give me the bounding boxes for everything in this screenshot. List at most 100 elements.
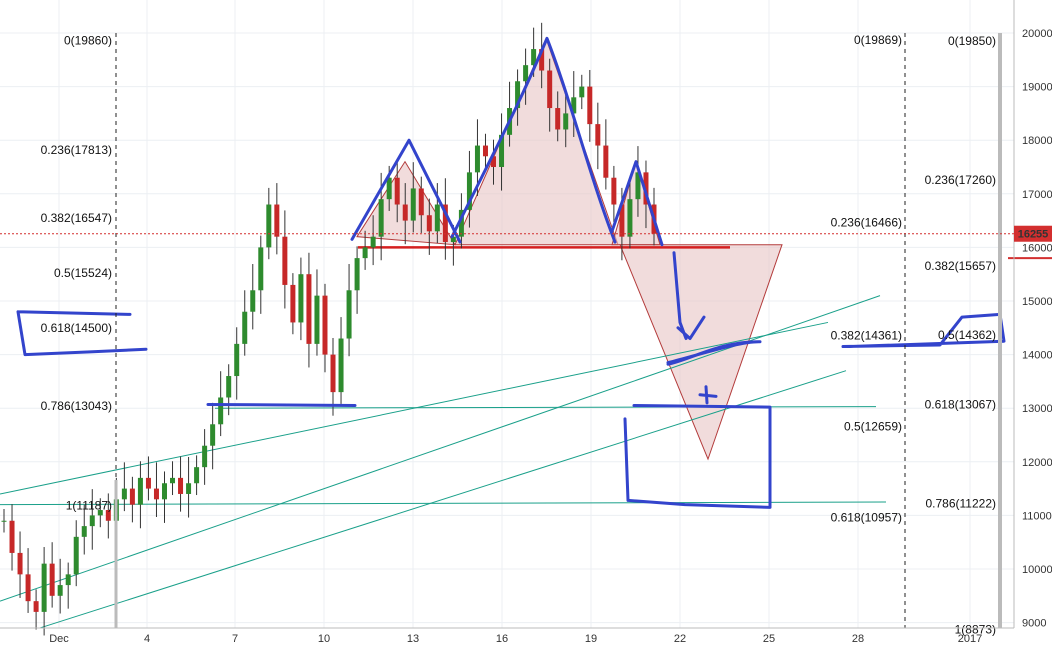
fib-right-a-label: 0.5(12659)	[844, 419, 902, 433]
candle-body	[105, 510, 111, 521]
candle-body	[298, 274, 304, 323]
candle-body	[306, 274, 312, 344]
candle-body	[587, 86, 593, 125]
x-tick-label: 16	[496, 633, 508, 645]
candle-body	[410, 188, 416, 221]
x-tick-label: 7	[232, 633, 238, 645]
y-tick-label: 14000	[1022, 350, 1052, 362]
candle-body	[242, 311, 248, 344]
candle-body	[129, 488, 135, 505]
fib-right-b-label: 0.618(13067)	[925, 398, 996, 412]
fib-left-label: 0.236(17813)	[41, 143, 112, 157]
candle-body	[603, 145, 609, 178]
candle-body	[466, 172, 472, 210]
candle-body	[322, 295, 328, 355]
candle-body	[81, 526, 87, 537]
candle-body	[434, 204, 440, 232]
fib-left-label: 0.618(14500)	[41, 321, 112, 335]
x-tick-label: 10	[318, 633, 330, 645]
candle-body	[33, 601, 39, 612]
candle-body	[314, 295, 320, 344]
time-axis: Dec 4 7 10 13 16 19 22 25 28 2017	[0, 627, 1014, 645]
support-marker-13000	[206, 402, 357, 408]
candle-body	[1, 520, 7, 522]
fib-right-b-label: 0(19850)	[948, 34, 996, 48]
fib-left-label: 0.382(16547)	[41, 211, 112, 225]
candle-body	[362, 247, 368, 259]
candle-body	[523, 65, 529, 82]
fib-left-label: 1(11187)	[66, 498, 112, 512]
y-tick-label: 18000	[1022, 135, 1052, 147]
head-marker	[450, 36, 617, 244]
candle-body	[595, 124, 601, 146]
x-tick-label: 2017	[958, 633, 982, 645]
x-tick-label: 22	[674, 633, 686, 645]
candle-body	[635, 172, 641, 200]
fib-left-label: 0.786(13043)	[41, 399, 112, 413]
left-fib-marker	[16, 310, 148, 357]
candle-body	[178, 477, 184, 494]
candle-body	[25, 574, 31, 602]
candle-body	[194, 467, 200, 484]
x-tick-label: 25	[763, 633, 775, 645]
current-price-tag: 16255	[0, 225, 1052, 242]
candle-body	[555, 108, 561, 130]
candle-body	[515, 81, 521, 109]
x-tick-label: 19	[585, 633, 597, 645]
candle-body	[571, 97, 577, 114]
candle-body	[9, 520, 15, 553]
candle-body	[258, 247, 264, 291]
candle-body	[394, 177, 400, 205]
fib-right-a-label: 0.382(14361)	[831, 328, 902, 342]
candle-body	[161, 483, 167, 500]
y-tick-label: 16000	[1022, 242, 1052, 254]
y-tick-label: 15000	[1022, 296, 1052, 308]
right-fib-marker	[841, 312, 1006, 349]
candle-body	[65, 574, 71, 586]
candle-body	[170, 477, 176, 484]
left-shoulder-marker	[350, 138, 462, 244]
x-tick-label: Dec	[49, 633, 69, 645]
candle-body	[482, 145, 488, 157]
y-tick-label: 17000	[1022, 189, 1052, 201]
candle-body	[370, 236, 376, 248]
x-tick-label: 4	[144, 633, 150, 645]
candle-body	[378, 199, 384, 237]
candle-body	[250, 290, 256, 312]
candle-body	[458, 209, 464, 237]
candle-body	[346, 290, 352, 339]
right-shoulder-marker	[610, 160, 664, 247]
candle-body	[57, 585, 63, 596]
candle-body	[579, 86, 585, 98]
fibonacci-levels: 0(19860) 0.236(17813) 0.382(16547) 0.5(1552…	[41, 33, 1052, 636]
candle-body	[89, 515, 95, 527]
candle-body	[619, 204, 625, 237]
candle-body	[234, 343, 240, 377]
candle-body	[611, 177, 617, 205]
candle-body	[266, 204, 272, 248]
candle-body	[643, 172, 649, 205]
arrow-down-marker	[672, 251, 706, 341]
candle-body	[202, 445, 208, 468]
candle-body	[121, 488, 127, 500]
candle-body	[418, 188, 424, 216]
candle-body	[450, 236, 456, 243]
candle-body	[186, 483, 192, 494]
hand-drawn-markers	[16, 36, 1006, 509]
fib-right-b-label: 0.382(15657)	[925, 259, 996, 273]
candle-body	[627, 199, 633, 237]
box-marker	[623, 404, 772, 509]
y-tick-label: 19000	[1022, 82, 1052, 94]
candle-body	[73, 536, 79, 575]
candle-body	[426, 215, 432, 232]
candle-body	[386, 177, 392, 200]
fib-left-label: 0(19860)	[64, 34, 112, 48]
candle-body	[474, 145, 480, 173]
fib-right-b-label: 0.5(14362)	[938, 328, 996, 342]
fib-right-a-label: 0(19869)	[854, 33, 902, 47]
fib-right-a-label: 0.618(10957)	[831, 511, 902, 525]
candle-body	[330, 354, 336, 393]
candle-body	[145, 477, 151, 489]
y-tick-label: 11000	[1022, 510, 1052, 522]
